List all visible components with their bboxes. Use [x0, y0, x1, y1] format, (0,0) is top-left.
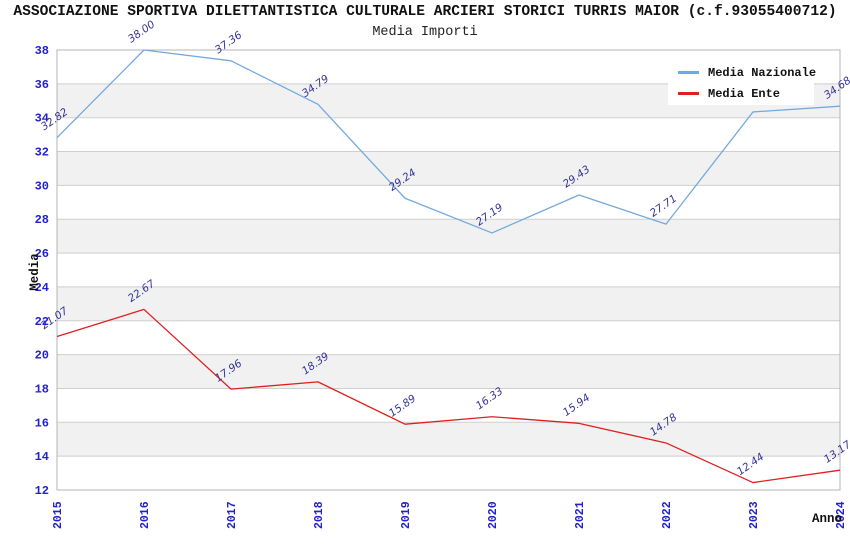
- y-tick-label: 16: [35, 416, 49, 430]
- legend-label-media-ente: Media Ente: [708, 86, 781, 101]
- x-tick-label: 2015: [52, 501, 65, 529]
- x-tick-label: 2023: [748, 501, 761, 529]
- chart-subtitle: Media Importi: [372, 25, 478, 40]
- y-tick-label: 24: [35, 281, 49, 295]
- y-tick-label: 26: [35, 247, 49, 261]
- legend-item-media-ente: Media Ente: [678, 83, 814, 104]
- x-tick-label: 2018: [313, 501, 326, 529]
- x-tick-label: 2016: [139, 501, 152, 529]
- x-tick-label: 2022: [661, 501, 674, 529]
- grid-band: [57, 354, 840, 389]
- x-tick-label: 2021: [574, 501, 587, 529]
- y-tick-label: 12: [35, 484, 49, 498]
- grid-band: [57, 286, 840, 321]
- value-label: 38.00: [126, 18, 158, 45]
- legend-label-media-nazionale: Media Nazionale: [708, 65, 817, 80]
- legend-line-swatch-nazionale: [678, 71, 699, 74]
- y-tick-label: 28: [35, 213, 49, 227]
- x-tick-label: 2020: [487, 501, 500, 529]
- value-label: 15.94: [561, 392, 593, 419]
- x-tick-label: 2017: [226, 501, 239, 529]
- x-tick-label: 2024: [835, 501, 848, 529]
- grid-band: [57, 151, 840, 186]
- plot-border: [56, 49, 841, 491]
- y-tick-label: 36: [35, 78, 49, 92]
- chart-title: ASSOCIAZIONE SPORTIVA DILETTANTISTICA CU…: [13, 4, 837, 20]
- value-label: 37.36: [213, 29, 245, 56]
- y-axis-title: Media: [28, 253, 42, 291]
- grid-band: [57, 219, 840, 254]
- y-tick-label: 30: [35, 179, 49, 193]
- x-tick-label: 2019: [400, 501, 413, 529]
- y-tick-label: 38: [35, 44, 49, 58]
- value-label: 27.71: [648, 193, 680, 220]
- y-tick-label: 20: [35, 349, 49, 363]
- y-tick-label: 22: [35, 315, 49, 329]
- legend-line-swatch-ente: [678, 92, 699, 95]
- grid-band: [57, 422, 840, 457]
- y-tick-label: 14: [35, 450, 49, 464]
- legend-item-media-nazionale: Media Nazionale: [678, 62, 817, 83]
- y-tick-label: 32: [35, 146, 49, 160]
- value-label: 16.33: [474, 385, 506, 412]
- series-line-ente: [56, 308, 841, 484]
- x-axis-title: Anno: [812, 512, 843, 526]
- y-tick-label: 18: [35, 382, 49, 396]
- y-tick-label: 34: [35, 112, 49, 126]
- legend: Media Nazionale Media Ente: [668, 56, 817, 105]
- value-label: 15.89: [387, 392, 419, 419]
- series-line-nazionale: [56, 49, 841, 234]
